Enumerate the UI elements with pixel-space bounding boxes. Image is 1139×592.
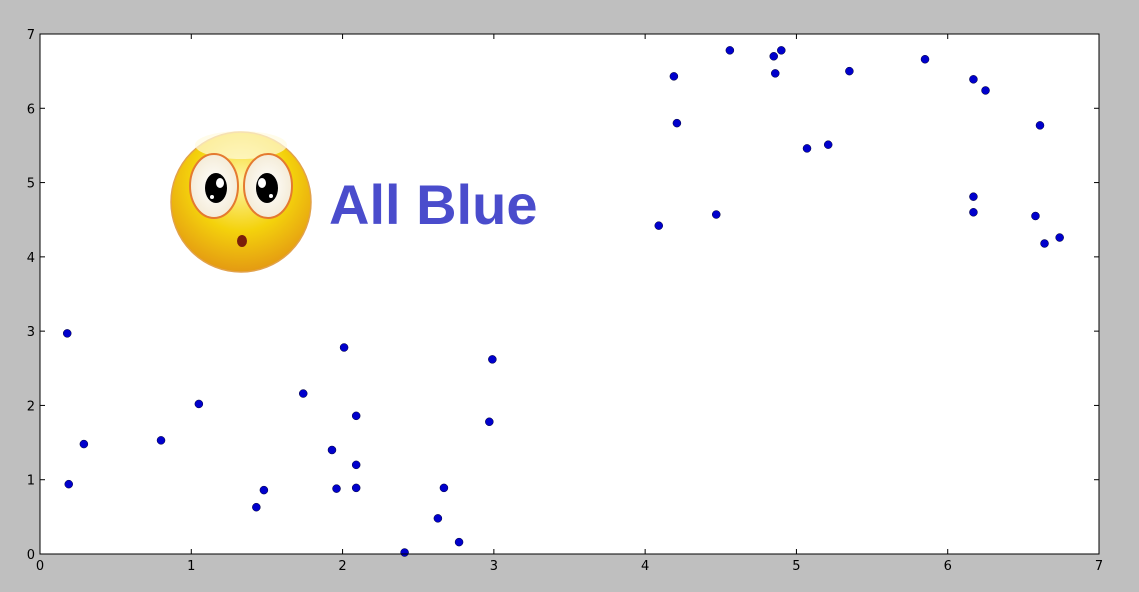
data-point-36 xyxy=(1031,211,1040,221)
y-tick-label: 7 xyxy=(27,28,35,43)
x-tick-label: 5 xyxy=(792,559,800,574)
data-point-29 xyxy=(823,140,833,149)
data-point-17 xyxy=(454,537,464,547)
y-tick-label: 3 xyxy=(27,325,35,340)
data-point-10 xyxy=(339,343,349,352)
data-point-21 xyxy=(669,72,679,81)
x-tick-label: 6 xyxy=(944,559,952,574)
data-point-28 xyxy=(802,144,812,153)
data-point-2 xyxy=(79,439,89,449)
data-point-39 xyxy=(1055,233,1064,242)
data-point-25 xyxy=(769,52,778,61)
y-tick-label: 1 xyxy=(27,474,35,489)
data-point-15 xyxy=(433,514,443,523)
y-tick-label: 0 xyxy=(27,548,35,563)
y-tick-label: 2 xyxy=(27,399,35,414)
plot-frame xyxy=(39,33,1100,555)
data-point-0 xyxy=(62,329,72,338)
axis-tick-labels: 0 1 2 3 4 5 6 7 0 1 2 3 4 5 6 7 xyxy=(27,28,1103,574)
y-tick-label: 4 xyxy=(27,251,35,266)
data-point-12 xyxy=(351,460,361,470)
data-point-13 xyxy=(351,483,361,493)
data-point-37 xyxy=(1035,121,1045,130)
y-tick-label: 6 xyxy=(27,102,35,117)
data-points xyxy=(62,46,1064,557)
x-tick-label: 1 xyxy=(187,559,195,574)
data-point-19 xyxy=(488,355,497,364)
data-point-7 xyxy=(298,389,308,398)
data-point-31 xyxy=(920,55,930,64)
data-point-34 xyxy=(969,75,978,84)
data-point-8 xyxy=(327,445,337,455)
data-point-38 xyxy=(1040,239,1049,248)
x-tick-label: 2 xyxy=(338,559,346,574)
data-point-22 xyxy=(672,118,682,128)
x-tick-label: 3 xyxy=(490,559,498,574)
data-point-33 xyxy=(969,208,978,217)
data-point-14 xyxy=(400,548,409,557)
data-point-23 xyxy=(711,210,721,219)
data-point-3 xyxy=(156,436,166,445)
data-point-16 xyxy=(439,483,449,493)
data-point-32 xyxy=(969,192,978,201)
data-point-20 xyxy=(654,221,664,230)
plot-area xyxy=(40,34,1099,554)
x-tick-label: 4 xyxy=(641,559,649,574)
overlay-title-text: All Blue xyxy=(329,173,537,236)
data-point-30 xyxy=(845,66,854,76)
data-point-11 xyxy=(351,411,361,421)
data-point-4 xyxy=(194,399,204,409)
x-tick-label: 7 xyxy=(1095,559,1103,574)
data-point-27 xyxy=(777,46,786,55)
data-point-9 xyxy=(332,484,341,493)
data-point-6 xyxy=(259,485,269,495)
data-point-1 xyxy=(64,479,73,489)
data-point-26 xyxy=(770,69,780,78)
data-point-5 xyxy=(252,502,261,512)
y-tick-label: 5 xyxy=(27,177,35,192)
x-tick-label: 0 xyxy=(36,559,44,574)
surprised-emoji-icon xyxy=(170,131,312,273)
data-point-35 xyxy=(981,86,990,95)
data-point-18 xyxy=(485,417,494,427)
data-point-24 xyxy=(725,46,735,55)
